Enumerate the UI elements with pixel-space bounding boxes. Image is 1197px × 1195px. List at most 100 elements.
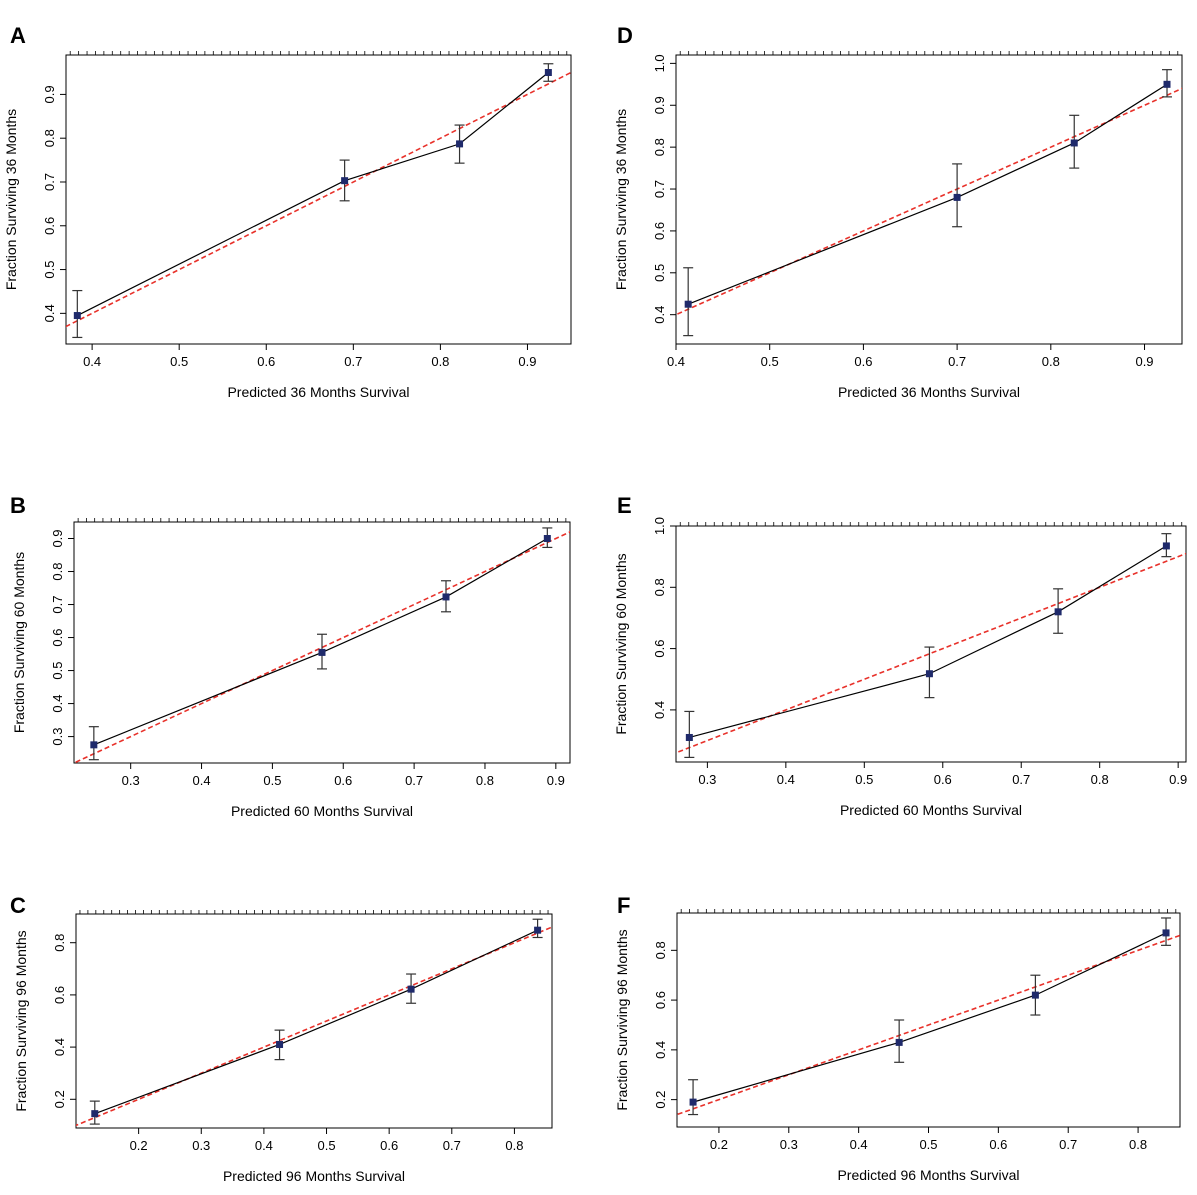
y-tick-label: 0.8: [652, 138, 667, 156]
x-tick-label: 0.3: [192, 1138, 210, 1153]
y-tick-label: 0.2: [653, 1091, 668, 1109]
y-tick-label: 0.8: [52, 934, 67, 952]
x-tick-label: 0.3: [780, 1137, 798, 1152]
y-tick-label: 0.4: [52, 1038, 67, 1056]
plot-area: [66, 71, 571, 328]
x-tick-label: 0.7: [344, 354, 362, 369]
y-tick-label: 0.6: [652, 222, 667, 240]
y-tick-label: 0.4: [42, 304, 57, 322]
x-tick-label: 0.9: [1135, 354, 1153, 369]
ideal-reference-line: [676, 552, 1186, 754]
x-tick-label: 0.6: [854, 354, 872, 369]
observed-line: [692, 932, 1167, 1103]
observed-line: [77, 72, 549, 317]
top-rug: [79, 910, 549, 914]
data-point: [1070, 139, 1078, 147]
data-point: [953, 193, 961, 201]
plot-frame: [676, 912, 1181, 1128]
y-tick-label: 0.7: [42, 173, 57, 191]
top-rug: [679, 522, 1183, 526]
x-tick-label: 0.3: [698, 772, 716, 787]
y-tick-label: 0.6: [653, 991, 668, 1009]
x-tick-label: 0.9: [518, 354, 536, 369]
x-tick-label: 0.4: [777, 772, 795, 787]
panel-d: D 0.4 0.5 0.6 0.7 0.8 0.9 0.4 0.5 0.6 0.7 0.8 0.9 1.0…: [613, 23, 1183, 400]
x-tick-label: 0.6: [334, 773, 352, 788]
y-tick-label: 0.6: [52, 986, 67, 1004]
x-axis-title: Predicted 96 Months Survival: [223, 1168, 405, 1184]
data-point: [544, 69, 552, 77]
data-point: [925, 670, 933, 678]
data-point: [456, 140, 464, 148]
y-tick-label: 0.8: [50, 562, 65, 580]
data-point: [1162, 929, 1170, 937]
y-tick-label: 1.0: [652, 54, 667, 72]
x-tick-label: 0.6: [380, 1138, 398, 1153]
x-tick-label: 0.5: [263, 773, 281, 788]
x-axis-title: Predicted 36 Months Survival: [227, 384, 409, 400]
x-axis-title: Predicted 60 Months Survival: [840, 802, 1022, 818]
panel-letter: B: [10, 493, 26, 518]
y-tick-label: 0.8: [653, 941, 668, 959]
data-point: [73, 312, 81, 320]
x-tick-label: 0.7: [405, 773, 423, 788]
observed-line: [689, 545, 1167, 739]
plot-area: [74, 531, 570, 763]
top-rug: [77, 518, 567, 522]
x-tick-label: 0.5: [761, 354, 779, 369]
y-tick-label: 0.4: [50, 695, 65, 713]
y-tick-label: 0.8: [652, 578, 667, 596]
x-tick-label: 0.2: [710, 1137, 728, 1152]
data-point: [407, 985, 415, 993]
x-tick-label: 0.8: [1042, 354, 1060, 369]
x-tick-label: 0.7: [443, 1138, 461, 1153]
x-tick-label: 0.4: [83, 354, 101, 369]
observed-line: [93, 537, 548, 746]
panel-f: F 0.2 0.3 0.4 0.5 0.6 0.7 0.8 0.2 0.4 0.6 0.8 Predic…: [614, 893, 1181, 1183]
top-rug: [680, 909, 1177, 913]
plot-area: [676, 545, 1186, 754]
data-point: [685, 733, 693, 741]
panel-e: E 0.3 0.4 0.5 0.6 0.7 0.8 0.9 0.4 0.6 0.8 1.0 Predic…: [613, 493, 1187, 818]
y-tick-label: 0.5: [652, 264, 667, 282]
data-point: [543, 535, 551, 543]
data-point: [318, 648, 326, 656]
y-axis-title: Fraction Surviving 96 Months: [13, 930, 29, 1111]
y-tick-label: 0.5: [50, 662, 65, 680]
x-tick-label: 0.4: [193, 773, 211, 788]
panel-letter: D: [617, 23, 633, 48]
y-tick-label: 0.9: [42, 85, 57, 103]
y-tick-label: 0.2: [52, 1090, 67, 1108]
plot-area: [677, 932, 1180, 1116]
plot-frame: [73, 521, 571, 764]
data-point: [534, 926, 542, 934]
x-tick-label: 0.4: [255, 1138, 273, 1153]
ideal-reference-line: [66, 71, 571, 328]
x-tick-label: 0.5: [855, 772, 873, 787]
x-tick-label: 0.8: [1129, 1137, 1147, 1152]
y-axis-title: Fraction Surviving 60 Months: [613, 553, 629, 734]
x-tick-label: 0.5: [919, 1137, 937, 1152]
x-tick-label: 0.9: [547, 773, 565, 788]
panel-letter: C: [10, 893, 26, 918]
data-point: [895, 1038, 903, 1046]
plot-frame: [75, 913, 553, 1129]
ideal-reference-line: [76, 926, 552, 1127]
x-tick-label: 0.8: [505, 1138, 523, 1153]
y-tick-label: 0.8: [42, 129, 57, 147]
data-point: [90, 741, 98, 749]
x-tick-label: 0.8: [476, 773, 494, 788]
y-tick-label: 0.4: [652, 306, 667, 324]
x-tick-label: 0.6: [989, 1137, 1007, 1152]
panel-letter: A: [10, 23, 26, 48]
x-tick-label: 0.6: [934, 772, 952, 787]
data-point: [1162, 542, 1170, 550]
x-tick-label: 0.3: [122, 773, 140, 788]
x-tick-label: 0.8: [431, 354, 449, 369]
data-point: [442, 593, 450, 601]
error-bar: [688, 1079, 699, 1116]
plot-frame: [675, 525, 1187, 763]
panel-letter: F: [617, 893, 630, 918]
y-axis-title: Fraction Surviving 36 Months: [3, 109, 19, 290]
top-rug: [69, 51, 568, 55]
